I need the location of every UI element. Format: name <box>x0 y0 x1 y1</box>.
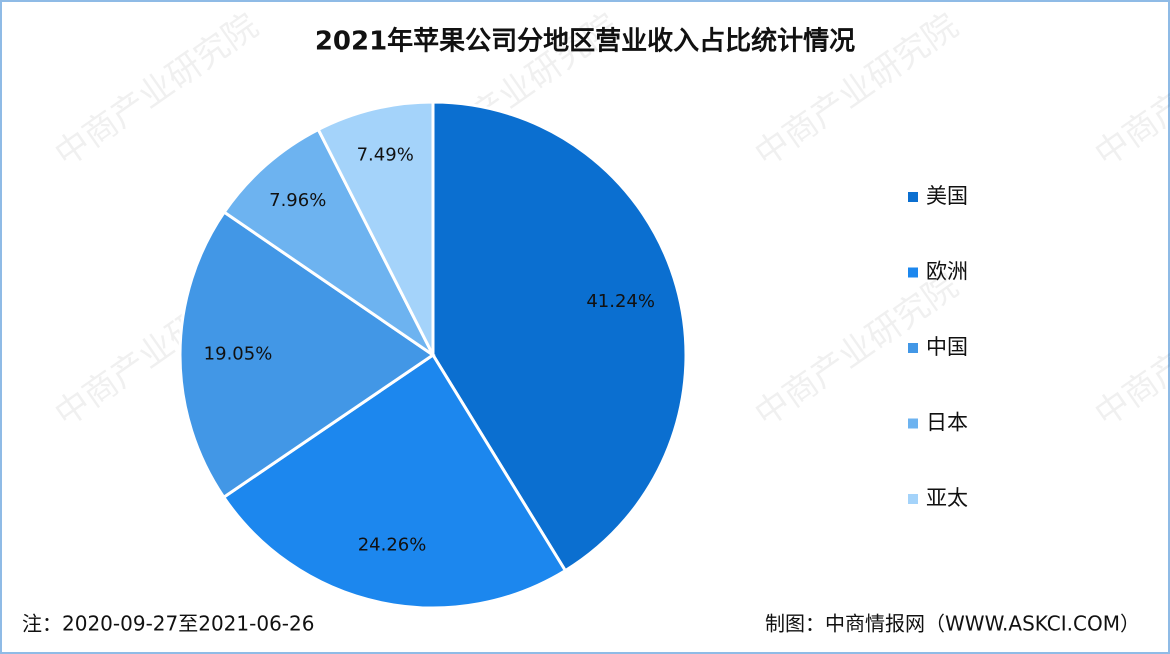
pie-slice <box>178 210 436 500</box>
legend-swatch <box>908 192 918 202</box>
data-label: 24.26% <box>358 535 427 556</box>
legend-label: 欧洲 <box>926 260 968 284</box>
pie-slice <box>431 100 688 573</box>
data-label: 7.49% <box>357 145 414 166</box>
note: 注：2020-09-27至2021-06-26 <box>22 612 314 636</box>
data-label: 7.96% <box>269 190 326 211</box>
legend-swatch <box>908 267 918 278</box>
chart-title: 2021年苹果公司分地区营业收入占比统计情况 <box>315 26 855 57</box>
data-label: 41.24% <box>586 291 655 312</box>
legend-label: 美国 <box>926 184 968 208</box>
data-label: 19.05% <box>204 344 273 365</box>
legend-label: 亚太 <box>926 486 968 510</box>
legend-label: 中国 <box>926 335 968 359</box>
pie-slice <box>222 127 435 357</box>
source: 制图：中商情报网（WWW.ASKCI.COM） <box>765 612 1140 636</box>
legend-swatch <box>908 343 918 353</box>
pie-slice <box>316 100 435 356</box>
legend-label: 日本 <box>926 411 968 435</box>
pie-slice <box>221 352 568 610</box>
legend-swatch <box>908 418 918 429</box>
legend-swatch <box>908 494 918 504</box>
